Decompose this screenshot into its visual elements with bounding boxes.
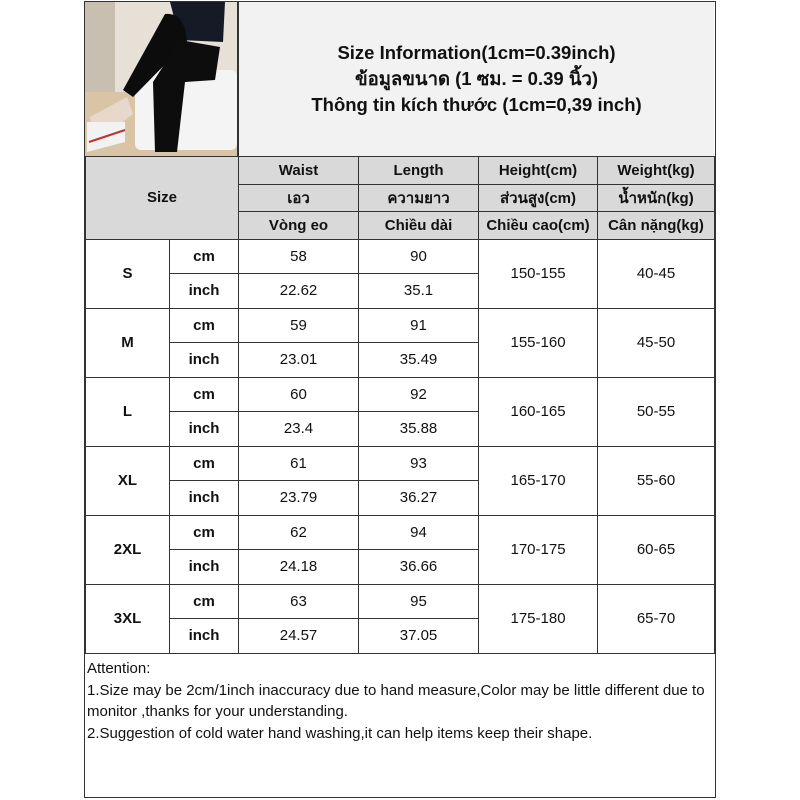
col-height-th: ส่วนสูง(cm) [478,183,599,212]
height-range: 170-175 [478,514,599,585]
weight-range: 60-65 [597,514,716,585]
attention-note-1: 1.Size may be 2cm/1inch inaccuracy due t… [87,681,705,721]
waist-cm: 60 [238,376,360,412]
col-waist-th: เอว [238,183,360,212]
height-range: 155-160 [478,307,599,378]
col-length: Length [358,156,480,185]
size-information-title: Size Information(1cm=0.39inch) ข้อมูลขนา… [239,2,714,156]
table-row-inch: inch 23.4 35.88 [86,411,715,447]
height-range: 175-180 [478,583,599,654]
header-row-vietnamese: Vòng eo Chiều dài Chiều cao(cm) Cân nặng… [86,211,716,240]
title-vietnamese: Thông tin kích thước (1cm=0,39 inch) [311,94,642,115]
col-length-vi: Chiều dài [358,211,480,240]
col-height: Height(cm) [478,156,599,185]
height-range: 150-155 [478,238,599,309]
col-height-vi: Chiều cao(cm) [478,211,599,240]
header: Size Information(1cm=0.39inch) ข้อมูลขนา… [85,2,714,157]
length-inch: 36.66 [358,549,480,585]
table-row-cm: XL cm 61 93 165-170 55-60 [85,445,716,516]
table-row-cm: 2XL cm 62 94 170-175 60-65 [85,514,716,585]
length-cm: 94 [358,514,480,550]
size-label: XL [85,445,170,516]
waist-cm: 58 [238,238,360,274]
weight-range: 65-70 [597,583,716,654]
unit-cm: cm [168,583,240,619]
header-row-english: Size Waist Length Height(cm) Weight(kg) [84,156,716,240]
table-row-cm: 3XL cm 63 95 175-180 65-70 [85,583,716,654]
table-row-inch: inch 23.01 35.49 [86,342,715,378]
weight-range: 50-55 [597,376,716,447]
unit-inch: inch [168,480,240,516]
length-cm: 91 [358,307,480,343]
product-photo [85,2,239,156]
length-inch: 35.88 [358,411,480,447]
title-thai: ข้อมูลขนาด (1 ซม. = 0.39 นิ้ว) [354,68,599,89]
attention-heading: Attention: [87,660,151,677]
col-waist-vi: Vòng eo [238,211,360,240]
unit-inch: inch [168,549,240,585]
attention-notes: Attention: 1.Size may be 2cm/1inch inacc… [87,658,711,744]
weight-range: 45-50 [597,307,716,378]
waist-inch: 23.79 [238,480,360,516]
unit-inch: inch [168,618,240,654]
unit-cm: cm [168,376,240,412]
length-cm: 92 [358,376,480,412]
waist-inch: 24.57 [238,618,360,654]
length-cm: 90 [358,238,480,274]
waist-cm: 63 [238,583,360,619]
title-english: Size Information(1cm=0.39inch) [337,42,616,63]
table-row-inch: inch 24.18 36.66 [86,549,715,585]
col-weight-vi: Cân nặng(kg) [597,211,716,240]
product-photo-image [85,2,237,156]
length-inch: 37.05 [358,618,480,654]
unit-cm: cm [168,307,240,343]
length-inch: 35.1 [358,273,480,309]
height-range: 160-165 [478,376,599,447]
size-header: Size [84,156,240,240]
unit-cm: cm [168,238,240,274]
table-row-inch: inch 24.57 37.05 [86,618,715,654]
length-cm: 93 [358,445,480,481]
length-inch: 36.27 [358,480,480,516]
waist-cm: 61 [238,445,360,481]
col-waist: Waist [238,156,360,185]
unit-cm: cm [168,445,240,481]
size-table: Size Waist Length Height(cm) Weight(kg) … [84,156,716,654]
waist-inch: 23.4 [238,411,360,447]
waist-inch: 23.01 [238,342,360,378]
size-label: L [85,376,170,447]
unit-inch: inch [168,273,240,309]
length-cm: 95 [358,583,480,619]
weight-range: 40-45 [597,238,716,309]
table-row-inch: inch 23.79 36.27 [86,480,715,516]
weight-range: 55-60 [597,445,716,516]
length-inch: 35.49 [358,342,480,378]
size-label: M [85,307,170,378]
size-chart: Size Information(1cm=0.39inch) ข้อมูลขนา… [84,1,716,798]
height-range: 165-170 [478,445,599,516]
table-row-inch: inch 22.62 35.1 [86,273,715,309]
col-length-th: ความยาว [358,183,480,212]
col-weight-th: น้ำหนัก(kg) [597,183,716,212]
unit-cm: cm [168,514,240,550]
unit-inch: inch [168,411,240,447]
unit-inch: inch [168,342,240,378]
size-label: 3XL [85,583,170,654]
waist-inch: 22.62 [238,273,360,309]
col-weight: Weight(kg) [597,156,716,185]
waist-cm: 62 [238,514,360,550]
waist-cm: 59 [238,307,360,343]
attention-note-2: 2.Suggestion of cold water hand washing,… [87,724,593,742]
waist-inch: 24.18 [238,549,360,585]
size-label: S [85,238,170,309]
header-row-thai: เอว ความยาว ส่วนสูง(cm) น้ำหนัก(kg) [86,183,716,212]
size-label: 2XL [85,514,170,585]
